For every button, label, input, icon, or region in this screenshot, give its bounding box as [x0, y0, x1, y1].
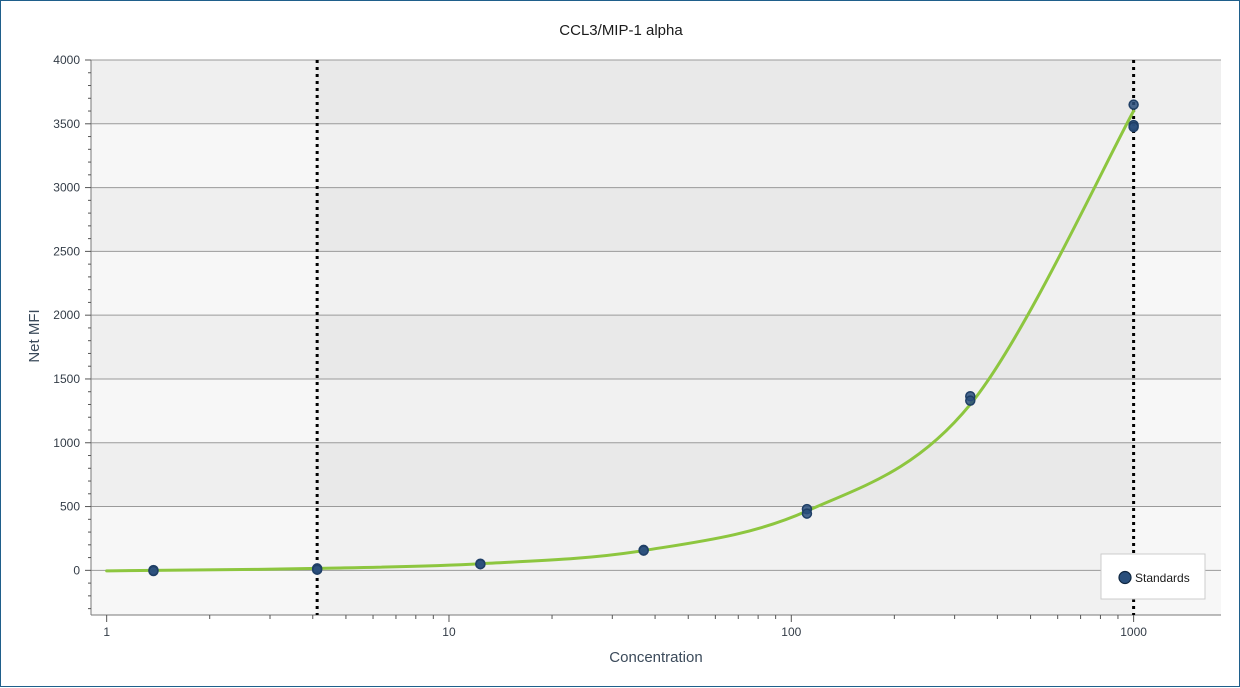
- range-shade: [317, 60, 1133, 615]
- legend: Standards: [1100, 553, 1206, 600]
- vertical-limit-lines: [315, 60, 1136, 615]
- y-tick-label: 4000: [53, 53, 80, 67]
- data-point: [638, 545, 649, 556]
- legend-label: Standards: [1135, 571, 1190, 585]
- background-band: [91, 187, 1221, 252]
- x-tick-label: 100: [781, 625, 801, 639]
- y-tick-label: 0: [73, 563, 80, 577]
- data-point: [148, 565, 159, 577]
- background-band: [91, 315, 1221, 379]
- x-ticks: 1 10 100 1000: [103, 615, 1147, 639]
- y-tick-label: 2500: [53, 244, 80, 258]
- legend-box: [1100, 553, 1206, 600]
- x-tick-label: 10: [442, 625, 456, 639]
- y-tick-label: 2000: [53, 308, 80, 322]
- y-tick-label: 3500: [53, 117, 80, 131]
- data-point: [475, 558, 486, 570]
- data-point: [311, 564, 323, 575]
- data-point: [1128, 99, 1139, 110]
- x-axis-label: Concentration: [609, 649, 702, 666]
- x-tick-label: 1: [103, 625, 110, 639]
- y-tick-label: 1000: [53, 436, 80, 450]
- data-point: [1128, 121, 1139, 133]
- data-point: [801, 508, 813, 519]
- data-points: [148, 99, 1139, 577]
- background-band: [91, 442, 1221, 507]
- y-ticks: 0 500 1000 1500 2000 2500 3000 3500 4000: [53, 53, 91, 610]
- y-tick-label: 3000: [53, 181, 80, 195]
- x-tick-label: 1000: [1120, 625, 1147, 639]
- background-band: [91, 60, 1221, 124]
- y-axis-label: Net MFI: [26, 309, 43, 362]
- background-bands: [91, 60, 1221, 615]
- grid-lines: [91, 59, 1221, 571]
- chart-title: CCL3/MIP-1 alpha: [559, 22, 683, 39]
- legend-marker: [1118, 570, 1132, 585]
- y-tick-label: 500: [60, 500, 80, 514]
- axes: [90, 60, 1221, 616]
- y-tick-label: 1500: [53, 372, 80, 386]
- data-point: [965, 395, 976, 406]
